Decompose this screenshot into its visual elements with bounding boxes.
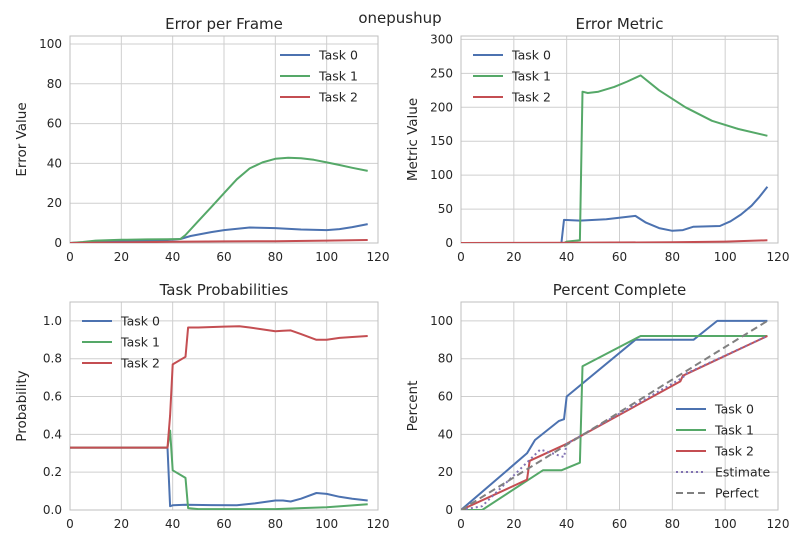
x-tick-label: 80	[268, 517, 283, 531]
x-tick-label: 20	[114, 250, 129, 264]
y-tick-label: 100	[39, 37, 62, 51]
legend-label: Task 1	[714, 423, 754, 438]
x-tick-label: 0	[457, 250, 465, 264]
x-tick-label: 60	[612, 250, 627, 264]
x-tick-label: 40	[559, 517, 574, 531]
y-tick-label: 0	[54, 236, 62, 250]
legend-label: Task 0	[120, 314, 160, 329]
series-line-task-0	[70, 223, 368, 243]
series-line-task-0	[70, 446, 368, 508]
panel-task-probabilities: 0 20 40 60 80 100 120 0.0 0.2 0.4 0.6 0.8 1.0 Task Pr…	[14, 281, 389, 531]
series-line-perfect	[461, 320, 768, 510]
series-line-task-1	[70, 156, 368, 243]
y-tick-label: 0.0	[43, 503, 62, 517]
y-tick-label: 80	[438, 352, 453, 366]
x-tick-label: 100	[315, 250, 338, 264]
y-tick-label: 100	[430, 314, 453, 328]
y-tick-label: 0	[445, 503, 453, 517]
y-tick-label: 40	[438, 427, 453, 441]
legend-label: Perfect	[715, 486, 759, 501]
panel-title: Error Metric	[576, 15, 664, 33]
axes-frame	[460, 301, 779, 511]
y-tick-label: 0.4	[43, 427, 62, 441]
y-tick-label: 1.0	[43, 314, 62, 328]
y-tick-label: 200	[430, 100, 453, 114]
panel-title: Error per Frame	[165, 15, 283, 33]
series-line-task-1	[461, 335, 768, 510]
y-tick-label: 0.8	[43, 352, 62, 366]
legend-label: Task 2	[318, 90, 358, 105]
x-tick-label: 60	[216, 250, 231, 264]
x-tick-label: 120	[767, 250, 790, 264]
x-tick-label: 120	[767, 517, 790, 531]
x-tick-label: 80	[268, 250, 283, 264]
legend-label: Task 0	[511, 48, 551, 63]
y-tick-label: 0.6	[43, 390, 62, 404]
panel-error-per-frame: 0 20 40 60 80 100 120 0 20 40 60 80 100 Error per Fra…	[14, 15, 389, 264]
series-line-task-1	[70, 429, 368, 510]
x-tick-label: 100	[315, 517, 338, 531]
x-tick-label: 80	[665, 250, 680, 264]
y-tick-label: 0	[445, 236, 453, 250]
y-tick-label: 20	[47, 196, 62, 210]
y-tick-label: 0.2	[43, 465, 62, 479]
y-axis-label: Percent	[405, 381, 421, 432]
legend-label: Estimate	[715, 465, 771, 480]
x-tick-label: 0	[66, 250, 74, 264]
legend-label: Task 0	[714, 402, 754, 417]
x-tick-label: 0	[66, 517, 74, 531]
x-tick-label: 80	[665, 517, 680, 531]
panel-title: Task Probabilities	[159, 281, 289, 299]
panel-title: Percent Complete	[553, 281, 687, 299]
x-tick-label: 100	[714, 250, 737, 264]
x-tick-label: 120	[367, 517, 390, 531]
legend-label: Task 2	[120, 356, 160, 371]
figure-suptitle: onepushup	[358, 9, 441, 27]
series-line-task-1	[461, 74, 768, 243]
legend-label: Task 0	[318, 48, 358, 63]
series-line-task-2	[70, 325, 368, 449]
legend-label: Task 1	[318, 69, 358, 84]
x-tick-label: 40	[165, 250, 180, 264]
axes-frame	[69, 35, 379, 244]
x-tick-label: 60	[216, 517, 231, 531]
x-tick-label: 20	[506, 517, 521, 531]
panel-percent-complete: 0 20 40 60 80 100 120 0 20 40 60 80 100 Percent Compl…	[405, 281, 789, 531]
legend-label: Task 2	[714, 444, 754, 459]
y-tick-label: 50	[438, 202, 453, 216]
legend-label: Task 1	[511, 69, 551, 84]
x-tick-label: 0	[457, 517, 465, 531]
x-tick-label: 120	[367, 250, 390, 264]
y-tick-label: 40	[47, 156, 62, 170]
x-tick-label: 20	[114, 517, 129, 531]
legend-label: Task 1	[120, 335, 160, 350]
x-tick-label: 100	[714, 517, 737, 531]
y-tick-label: 100	[430, 168, 453, 182]
y-axis-label: Error Value	[14, 102, 30, 176]
series-line-task-0	[461, 186, 769, 243]
series-line-task-2	[461, 239, 768, 243]
y-tick-label: 20	[438, 465, 453, 479]
y-tick-label: 60	[47, 117, 62, 131]
x-tick-label: 40	[165, 517, 180, 531]
y-tick-label: 150	[430, 134, 453, 148]
y-tick-label: 250	[430, 66, 453, 80]
y-tick-label: 80	[47, 77, 62, 91]
y-axis-label: Metric Value	[405, 98, 421, 181]
panel-error-metric: 0 20 40 60 80 100 120 0 50 100 150 200 250 300 Error M…	[405, 15, 789, 264]
x-tick-label: 60	[612, 517, 627, 531]
series-line-task-2	[70, 239, 368, 243]
legend-label: Task 2	[511, 90, 551, 105]
y-axis-label: Probability	[14, 370, 30, 441]
y-tick-label: 300	[430, 32, 453, 46]
x-tick-label: 40	[559, 250, 574, 264]
series-line-task-0	[461, 319, 768, 510]
x-tick-label: 20	[506, 250, 521, 264]
y-tick-label: 60	[438, 390, 453, 404]
